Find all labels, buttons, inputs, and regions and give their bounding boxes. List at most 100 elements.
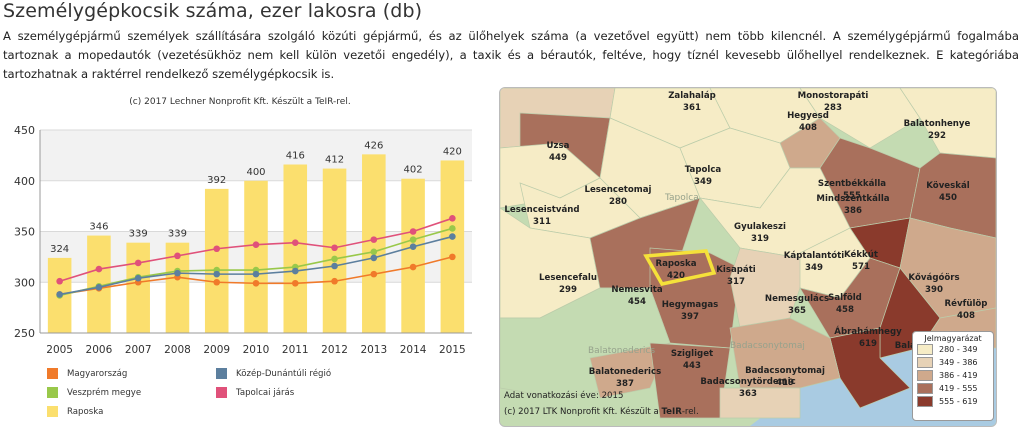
place-name: Ábrahámhegy (834, 327, 902, 337)
map-place-label[interactable]: Révfülöp 408 (945, 298, 988, 322)
bar-value-label: 412 (325, 155, 344, 166)
map-credit-suffix: -rel. (681, 407, 699, 417)
map-place-label[interactable]: Uzsa 449 (547, 140, 570, 164)
bar-value-label: 400 (246, 167, 265, 178)
bar-value-label: 324 (50, 244, 69, 255)
map-place-label[interactable]: Kisapáti 317 (716, 264, 756, 288)
legend-item[interactable]: Magyarország (47, 368, 127, 379)
map-place-label[interactable]: Lesenceistvánd 311 (504, 204, 579, 228)
legend-label: Tapolcai járás (236, 388, 295, 398)
map-place-label[interactable]: Badacsonytomaj 419 (745, 365, 825, 389)
legend-label: Veszprém megye (67, 388, 142, 398)
legend-swatch (216, 387, 227, 398)
map-panel[interactable]: Tapolca Badacsonytomaj Balatonederics Za… (499, 87, 997, 427)
map-place-label[interactable]: Balatonederics 387 (589, 366, 661, 390)
watermark-balatonederics: Balatonederics (588, 346, 655, 356)
chart-panel: (c) 2017 Lechner Nonprofit Kft. Készült … (0, 90, 480, 430)
place-name: Nemesgulács (764, 294, 830, 304)
chart-credit: (c) 2017 Lechner Nonprofit Kft. Készült … (129, 97, 351, 107)
page-description: A személygépjármű személyek szállítására… (3, 29, 1019, 81)
bar (440, 160, 465, 333)
map-place-label[interactable]: Hegymagas 397 (662, 299, 719, 323)
map-place-label[interactable]: Balatonhenye 292 (904, 118, 971, 142)
place-value: 386 (844, 206, 862, 216)
map-place-label[interactable]: Nemesgulács 365 (765, 293, 829, 317)
x-tick-label: 2011 (282, 344, 309, 356)
place-value: 449 (549, 153, 567, 163)
map-place-label[interactable]: Badacsonytördemic 363 (700, 376, 795, 400)
y-tick-label: 450 (14, 124, 35, 137)
map-legend-row: 280 - 349 (913, 343, 993, 356)
map-place-label[interactable]: Szentbékkálla 555 (818, 178, 886, 202)
series-point (174, 252, 181, 260)
place-name: Badacsonytomaj (745, 366, 825, 376)
series-point (409, 228, 417, 235)
bar (204, 188, 229, 333)
map-place-label[interactable]: Lesencetomaj 280 (584, 184, 651, 208)
series-point (449, 215, 456, 222)
place-value: 571 (852, 262, 870, 272)
map-place-label[interactable]: Zalahaláp 361 (668, 90, 716, 114)
map-place-label[interactable]: Hegyesd 408 (787, 110, 829, 134)
series-point (449, 225, 456, 232)
bar-value-label: 339 (129, 229, 148, 240)
place-value: 443 (683, 361, 701, 371)
place-value: 365 (788, 306, 806, 316)
map-place-label[interactable]: Szigliget 443 (671, 348, 713, 372)
highlighted-region-raposka[interactable] (643, 249, 717, 286)
map-place-label[interactable]: Lesencefalu 299 (539, 272, 597, 296)
legend-item[interactable]: Közép-Dunántúli régió (216, 368, 331, 379)
map-legend-row: 419 - 555 (913, 382, 993, 395)
map-place-label[interactable]: Tapolca 349 (685, 164, 721, 188)
series-point (370, 236, 378, 243)
bar (165, 242, 190, 333)
legend-item[interactable]: Veszprém megye (47, 387, 141, 398)
map-place-label[interactable]: Salföld 458 (828, 292, 862, 316)
x-tick-label: 2007 (125, 344, 152, 356)
map-place-label[interactable]: Raposka 420 (655, 258, 696, 282)
series-point (291, 239, 299, 246)
bar (244, 180, 268, 333)
series-point (56, 291, 63, 298)
map-place-label[interactable]: Monostorapáti 283 (798, 90, 869, 114)
y-tick-label: 350 (14, 226, 35, 239)
series-point (95, 265, 103, 273)
series-point (252, 279, 260, 287)
series-point (213, 245, 221, 253)
bar-value-label: 426 (364, 140, 383, 151)
place-name: Szigliget (670, 349, 714, 359)
bar-value-label: 339 (168, 229, 187, 240)
bar (401, 178, 425, 333)
place-name: Badacsonytördemic (700, 377, 796, 387)
place-name: Uzsa (546, 141, 570, 151)
map-place-label[interactable]: Káptalantóti 349 (784, 250, 844, 274)
map-place-label[interactable]: Kővágóörs 390 (908, 272, 959, 296)
place-value: 420 (667, 271, 685, 281)
map-place-label[interactable]: Mindszentkálla 386 (816, 193, 889, 217)
series-point (213, 278, 221, 286)
legend-swatch (47, 406, 58, 417)
x-tick-label: 2013 (360, 344, 387, 356)
map-place-label[interactable]: Ábrahámhegy 619 (834, 326, 901, 350)
place-value: 299 (559, 285, 577, 295)
legend-item[interactable]: Raposka (47, 406, 103, 417)
bar-line-chart: 250 300 350 400 450 324 346 339 339 392 400 416 412 4… (14, 124, 472, 356)
map-place-label[interactable]: Gyulakeszi 319 (734, 221, 786, 245)
legend-item[interactable]: Tapolcai járás (216, 387, 294, 398)
place-name: Hegyesd (787, 111, 829, 121)
place-value: 292 (928, 131, 946, 141)
choropleth-map[interactable]: Tapolca Badacsonytomaj Balatonederics (500, 88, 996, 426)
map-place-label[interactable]: Köveskál 450 (926, 180, 969, 204)
place-value: 419 (776, 378, 794, 388)
place-name: Nemesvita (611, 285, 663, 295)
map-legend-label: 349 - 386 (939, 358, 978, 367)
map-legend-row: 349 - 386 (913, 356, 993, 369)
map-legend-swatch (917, 357, 933, 368)
place-name: Lesencetomaj (584, 185, 652, 195)
region-badacsonytordemic (719, 387, 801, 419)
map-legend-title: Jelmagyarázat (924, 334, 982, 343)
map-place-label[interactable]: Kékkút 571 (844, 249, 878, 273)
map-place-label[interactable]: Nemesvita 454 (611, 284, 662, 308)
place-value: 387 (616, 379, 634, 389)
place-value: 450 (939, 193, 957, 203)
